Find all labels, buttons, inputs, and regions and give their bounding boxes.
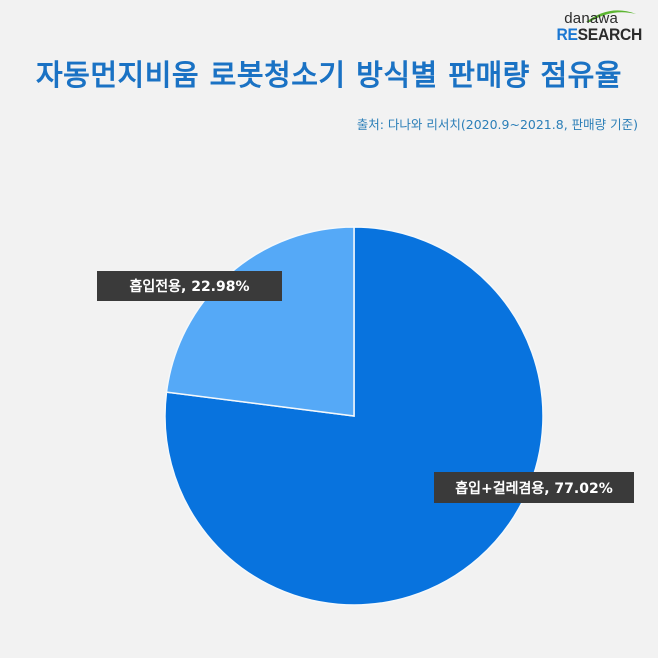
danawa-research-logo: danawa RESEARCH [536,6,646,46]
logo-text-research: RESEARCH [556,25,642,44]
data-label-suction-mop: 흡입+걸레겸용, 77.02% [434,472,634,503]
pie-slices [164,226,544,606]
logo-text-danawa: danawa [564,10,618,27]
chart-source: 출처: 다나와 리서치(2020.9~2021.8, 판매량 기준) [356,117,638,132]
data-label-suction-only: 흡입전용, 22.98% [97,271,282,301]
chart-title: 자동먼지비움 로봇청소기 방식별 판매량 점유율 [36,58,622,92]
logo-swoosh-icon [586,10,636,22]
pie-slice-suction-only [165,226,355,417]
